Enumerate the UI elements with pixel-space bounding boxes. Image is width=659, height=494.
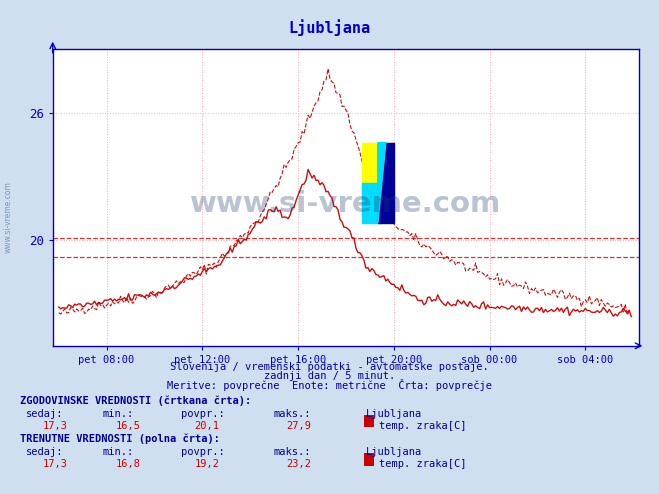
Text: Meritve: povprečne  Enote: metrične  Črta: povprečje: Meritve: povprečne Enote: metrične Črta:… [167,379,492,391]
Polygon shape [378,143,386,223]
Text: Ljubljana: Ljubljana [366,447,422,457]
Text: povpr.:: povpr.: [181,409,225,418]
Text: min.:: min.: [102,447,133,457]
Text: 16,5: 16,5 [115,421,140,431]
Text: sedaj:: sedaj: [26,447,64,457]
Text: 23,2: 23,2 [287,459,312,469]
Text: Slovenija / vremenski podatki - avtomatske postaje.: Slovenija / vremenski podatki - avtomats… [170,362,489,371]
Text: Ljubljana: Ljubljana [289,19,370,36]
Text: povpr.:: povpr.: [181,447,225,457]
Text: 17,3: 17,3 [43,459,68,469]
Text: 16,8: 16,8 [115,459,140,469]
Text: 17,3: 17,3 [43,421,68,431]
Text: maks.:: maks.: [273,409,311,418]
Text: maks.:: maks.: [273,447,311,457]
Text: min.:: min.: [102,409,133,418]
Text: temp. zraka[C]: temp. zraka[C] [379,459,467,469]
Text: 27,9: 27,9 [287,421,312,431]
Text: www.si-vreme.com: www.si-vreme.com [3,181,13,253]
Text: zadnji dan / 5 minut.: zadnji dan / 5 minut. [264,370,395,380]
Text: 20,1: 20,1 [194,421,219,431]
Polygon shape [362,183,381,223]
Bar [362,143,394,223]
Text: 19,2: 19,2 [194,459,219,469]
Text: TRENUTNE VREDNOSTI (polna črta):: TRENUTNE VREDNOSTI (polna črta): [20,434,219,444]
Text: ZGODOVINSKE VREDNOSTI (črtkana črta):: ZGODOVINSKE VREDNOSTI (črtkana črta): [20,395,251,406]
Text: Ljubljana: Ljubljana [366,409,422,418]
Text: temp. zraka[C]: temp. zraka[C] [379,421,467,431]
Bar [378,143,394,223]
Text: sedaj:: sedaj: [26,409,64,418]
Text: www.si-vreme.com: www.si-vreme.com [190,190,501,217]
